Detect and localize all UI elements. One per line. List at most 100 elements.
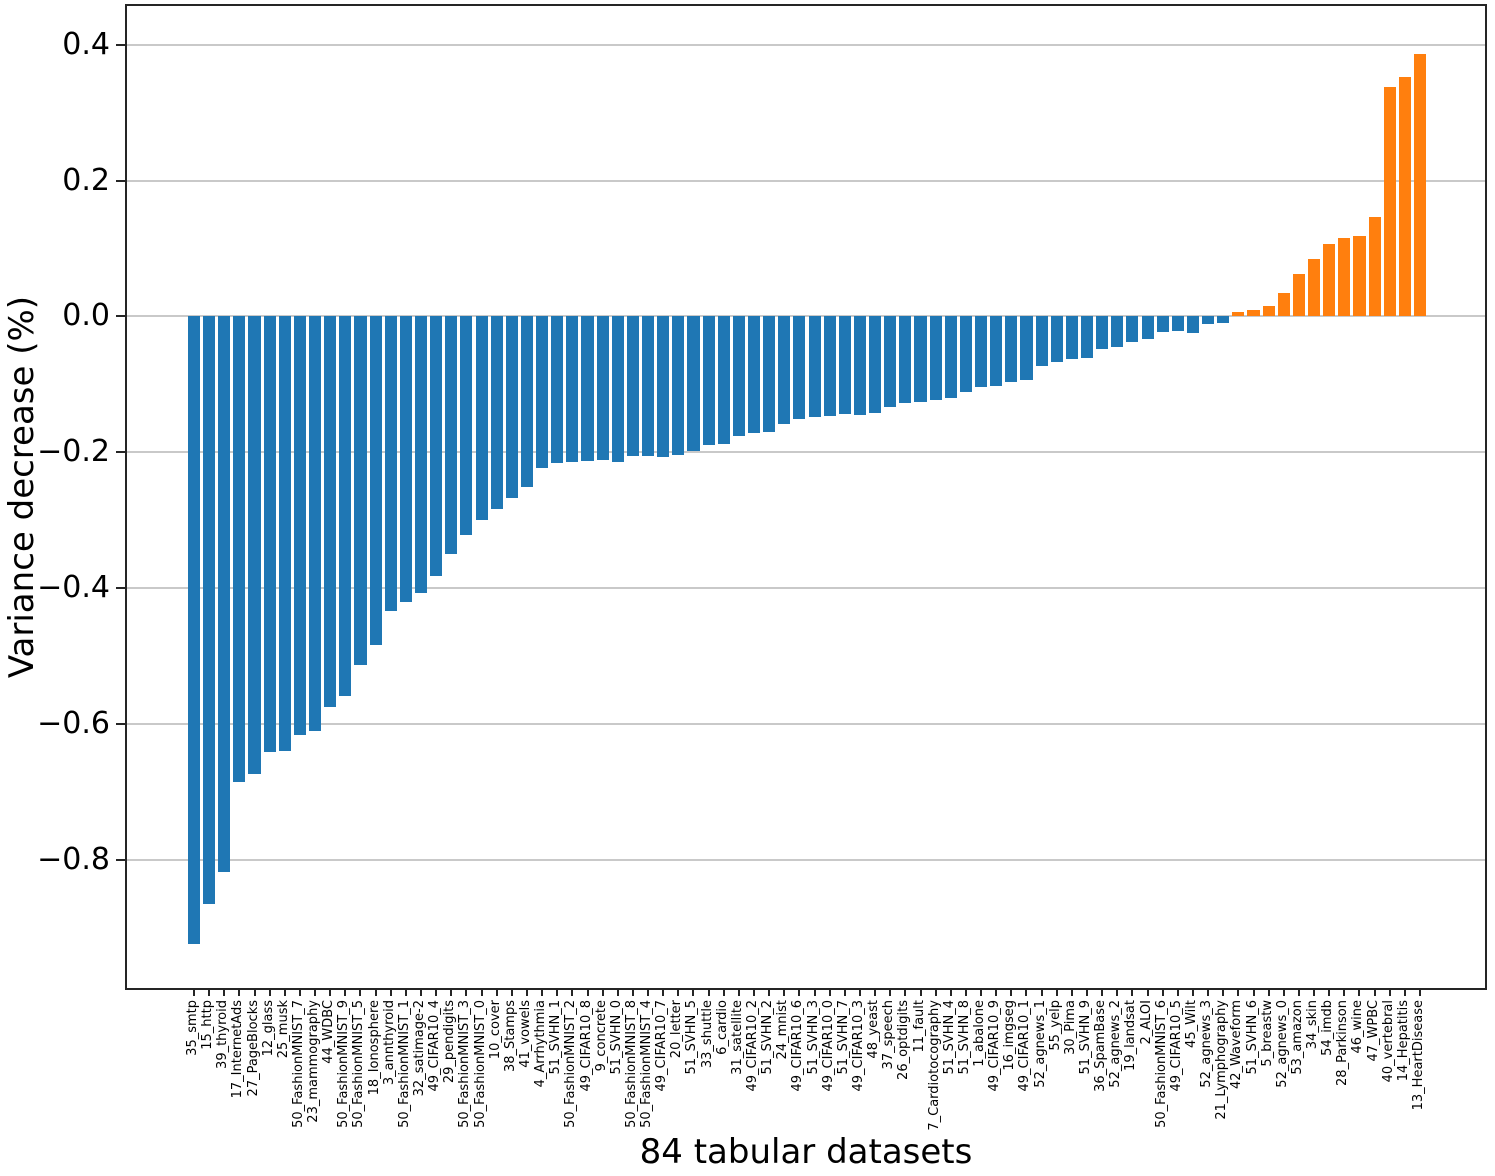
bar-46_wine xyxy=(1353,235,1366,317)
bar-49_CIFAR10_3 xyxy=(853,316,867,415)
x-tick-label: 52_agnews_3 xyxy=(1199,1000,1215,1088)
bar-4_Arrhythmia xyxy=(536,316,549,469)
bar-10_cover xyxy=(490,316,503,509)
bar-49_CIFAR10_9 xyxy=(990,316,1003,386)
x-tick-label: 52_agnews_0 xyxy=(1274,1000,1290,1088)
x-axis-tick xyxy=(980,988,983,996)
x-tick-label: 51_SVHN_5 xyxy=(684,1000,700,1075)
bar-51_SVHN_7 xyxy=(838,316,851,415)
bar-51_SVHN_4 xyxy=(944,316,957,398)
x-axis-tick xyxy=(1297,988,1300,996)
x-axis-tick xyxy=(1055,988,1058,996)
gridline xyxy=(127,722,1485,725)
bar-50_FashionMNIST_8 xyxy=(626,316,639,456)
x-axis-tick xyxy=(1328,988,1331,996)
y-axis-tick xyxy=(116,315,125,318)
x-axis-tick xyxy=(813,988,816,996)
x-axis-tick xyxy=(1207,988,1210,996)
bar-18_Ionosphere xyxy=(369,316,382,646)
bar-50_FashionMNIST_2 xyxy=(566,316,579,462)
bar-55_yelp xyxy=(1050,316,1063,362)
x-tick-label: 44_WDBC xyxy=(321,1000,337,1064)
bar-44_WDBC xyxy=(324,316,337,707)
x-axis-tick xyxy=(268,988,271,996)
x-tick-label: 49_CIFAR10_7 xyxy=(654,1000,670,1092)
bar-48_yeast xyxy=(869,316,882,414)
x-tick-label: 49_CIFAR10_0 xyxy=(820,1000,836,1092)
x-axis-tick xyxy=(1040,988,1043,996)
x-axis-tick xyxy=(858,988,861,996)
x-tick-label: 49_CIFAR10_3 xyxy=(850,1000,866,1092)
x-tick-label: 19_landsat xyxy=(1123,1000,1139,1071)
x-tick-label: 50_FashionMNIST_0 xyxy=(472,1000,488,1128)
x-tick-label: 2_ALOI xyxy=(1138,1000,1154,1045)
x-axis-tick xyxy=(737,988,740,996)
x-axis-tick xyxy=(616,988,619,996)
x-tick-label: 51_SVHN_0 xyxy=(608,1000,624,1075)
x-axis-tick xyxy=(1373,988,1376,996)
bar-3_annthyroid xyxy=(384,316,397,612)
bar-51_SVHN_5 xyxy=(687,316,700,451)
x-tick-labels-layer: 35_smtp 15_http 39_thyroid 17_InternetAds 27… xyxy=(127,6,1485,1131)
x-tick-label: 23_mammography xyxy=(306,1000,322,1123)
bar-7_Cardiotocography xyxy=(929,316,942,400)
x-tick-label: 24_mnist xyxy=(775,1000,791,1060)
bar-13_HeartDisease xyxy=(1413,53,1427,317)
bar-25_musk xyxy=(278,316,291,751)
x-tick-label: 51_SVHN_6 xyxy=(1244,1000,1260,1075)
x-tick-label: 49_CIFAR10_6 xyxy=(790,1000,806,1092)
bar-50_FashionMNIST_5 xyxy=(354,316,367,665)
bar-49_CIFAR10_1 xyxy=(1020,316,1033,381)
x-axis-tick xyxy=(768,988,771,996)
bar-49_CIFAR10_6 xyxy=(793,316,806,419)
bar-50_FashionMNIST_4 xyxy=(642,316,655,456)
bar-32_satimage-2 xyxy=(414,316,428,594)
x-axis-tick xyxy=(1267,988,1270,996)
x-axis-tick xyxy=(1222,988,1225,996)
x-tick-label: 49_CIFAR10_2 xyxy=(745,1000,761,1092)
bar-52_agnews_1 xyxy=(1035,316,1048,366)
x-axis-tick xyxy=(1237,988,1240,996)
x-axis-tick xyxy=(828,988,831,996)
x-axis-tick xyxy=(601,988,604,996)
x-tick-label: 51_SVHN_1 xyxy=(548,1000,564,1075)
bar-51_SVHN_1 xyxy=(551,316,564,464)
bar-50_FashionMNIST_0 xyxy=(475,316,488,521)
x-axis-tick xyxy=(874,988,877,996)
x-axis-tick xyxy=(223,988,226,996)
x-axis-tick xyxy=(1403,988,1406,996)
bar-31_satellite xyxy=(732,316,745,436)
bar-24_mnist xyxy=(778,316,791,424)
x-axis-tick xyxy=(904,988,907,996)
x-axis-tick xyxy=(722,988,725,996)
x-tick-label: 35_smtp xyxy=(185,1000,200,1056)
x-tick-label: 50_FashionMNIST_3 xyxy=(457,1000,473,1128)
bar-49_CIFAR10_4 xyxy=(430,316,443,577)
x-axis-tick xyxy=(404,988,407,996)
x-axis-tick xyxy=(420,988,423,996)
x-axis-tick xyxy=(389,988,392,996)
x-axis-tick xyxy=(1358,988,1361,996)
y-tick-label: −0.6 xyxy=(37,705,110,741)
x-axis-tick xyxy=(798,988,801,996)
x-tick-label: 55_yelp xyxy=(1047,1000,1063,1051)
x-tick-label: 51_SVHN_8 xyxy=(956,1000,972,1075)
x-tick-label: 51_SVHN_7 xyxy=(835,1000,851,1075)
x-axis-tick xyxy=(1131,988,1134,996)
x-axis-tick xyxy=(995,988,998,996)
bar-47_WPBC xyxy=(1368,216,1381,317)
x-tick-label: 38_Stamps xyxy=(502,1000,518,1073)
x-tick-label: 28_Parkinson xyxy=(1335,1000,1351,1086)
x-tick-label: 45_Wilt xyxy=(1183,1000,1199,1048)
x-tick-label: 14_Hepatitis xyxy=(1395,1000,1411,1082)
x-tick-label: 49_CIFAR10_4 xyxy=(427,1000,443,1092)
x-axis-tick xyxy=(1010,988,1013,996)
x-tick-label: 50_FashionMNIST_2 xyxy=(563,1000,579,1128)
bar-28_Parkinson xyxy=(1338,237,1351,317)
bar-51_SVHN_0 xyxy=(611,316,624,462)
x-axis-tick xyxy=(1070,988,1073,996)
x-axis-tick xyxy=(677,988,680,996)
bar-51_SVHN_9 xyxy=(1080,316,1094,359)
x-axis-tick xyxy=(1086,988,1089,996)
x-axis-tick xyxy=(1388,988,1391,996)
